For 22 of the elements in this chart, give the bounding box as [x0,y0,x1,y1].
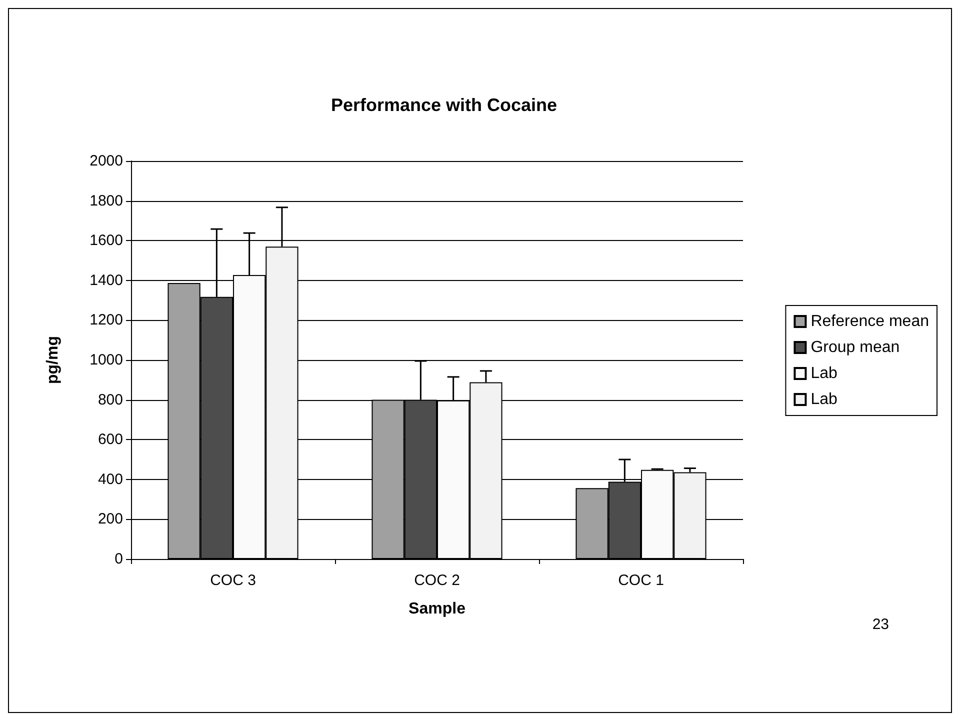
text: 23 [872,616,890,633]
chart-title: Performance with Cocaine [330,95,558,115]
y-tick-label: 200 [98,510,123,528]
legend-label: Lab [810,365,838,382]
legend-label: Group mean [810,339,900,356]
x-tick-label: COC 3 [210,572,256,589]
y-tick-label: 0 [114,550,123,568]
y-tick-label: 400 [98,470,123,488]
y-tick-label: 1400 [90,272,123,289]
y-tick-label: 1000 [90,352,123,368]
x-tick-label: COC 2 [414,572,460,589]
y-tick-label: 1600 [90,232,123,250]
y-tick-label: 2000 [90,152,123,170]
y-tick-label: 1200 [90,312,123,329]
y-axis-title: pg/mg [44,336,62,384]
y-tick-label: 1800 [90,192,123,210]
y-tick-label: 600 [98,431,123,448]
legend-label: Reference mean [810,313,930,330]
x-axis-title: Sample [408,600,466,618]
y-tick-label: 800 [98,391,123,408]
legend-label: Lab [810,391,838,408]
x-tick-label: COC 1 [618,572,664,589]
